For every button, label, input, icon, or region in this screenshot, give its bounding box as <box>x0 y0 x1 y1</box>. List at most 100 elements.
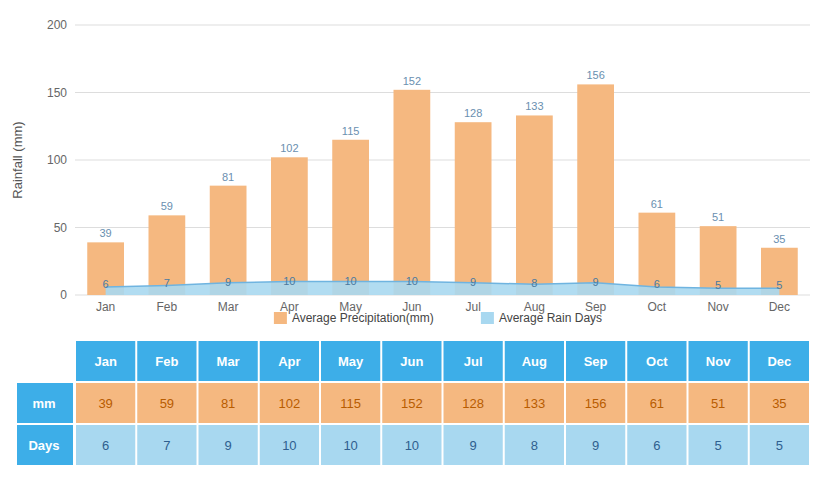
x-tick-label: Mar <box>218 300 239 314</box>
table-header-cell <box>321 341 380 381</box>
table-header-text: Mar <box>217 354 240 369</box>
bar <box>271 157 308 295</box>
table-cell-text: 7 <box>163 438 170 453</box>
table-cell-text: 10 <box>343 438 357 453</box>
table-header-text: Nov <box>706 354 731 369</box>
x-tick-label: Feb <box>157 300 178 314</box>
grid-line <box>75 160 810 161</box>
table-cell <box>382 425 441 465</box>
table-header-cell <box>260 341 319 381</box>
table-cell <box>199 383 258 423</box>
table-header-text: Jul <box>464 354 483 369</box>
bar-label: 152 <box>403 75 421 87</box>
table-cell-text: 9 <box>592 438 599 453</box>
table-header-cell <box>566 341 625 381</box>
table-cell-text: 10 <box>282 438 296 453</box>
legend-label: Average Rain Days <box>499 311 602 325</box>
table-cell <box>750 425 809 465</box>
area-label: 10 <box>283 275 295 287</box>
table-cell-text: 115 <box>340 396 361 411</box>
bar-label: 51 <box>712 211 724 223</box>
bar-label: 156 <box>586 69 604 81</box>
table-cell-text: 8 <box>531 438 538 453</box>
table-cell-text: 128 <box>462 396 484 411</box>
table-cell-text: 59 <box>160 396 174 411</box>
table-row-label-cell <box>17 383 73 423</box>
table-cell-text: 39 <box>98 396 112 411</box>
table-header-text: Feb <box>155 354 178 369</box>
bar-label: 35 <box>773 233 785 245</box>
table-header-cell <box>76 341 135 381</box>
area-label: 9 <box>593 276 599 288</box>
table-cell-text: 102 <box>279 396 301 411</box>
table-cell <box>137 425 196 465</box>
table-header-cell <box>689 341 748 381</box>
table-cell-text: 152 <box>401 396 423 411</box>
area-label: 6 <box>654 278 660 290</box>
table-cell <box>566 425 625 465</box>
x-tick-label: Oct <box>648 300 667 314</box>
x-tick-label: Nov <box>707 300 728 314</box>
area-label: 6 <box>103 278 109 290</box>
table-header-text: Dec <box>767 354 791 369</box>
table-cell-text: 51 <box>711 396 725 411</box>
bar <box>394 90 431 295</box>
table-header-text: Oct <box>646 354 668 369</box>
bar-label: 81 <box>222 171 234 183</box>
area-label: 10 <box>406 275 418 287</box>
table-cell-text: 81 <box>221 396 235 411</box>
table-header-cell <box>137 341 196 381</box>
legend-swatch <box>274 312 287 324</box>
bar-label: 39 <box>100 227 112 239</box>
table-header-cell <box>505 341 564 381</box>
table-cell <box>260 383 319 423</box>
grid-line <box>75 92 810 93</box>
table-cell-text: 61 <box>650 396 664 411</box>
table-cell <box>505 383 564 423</box>
plot-marks <box>87 84 798 295</box>
table-header-text: Aug <box>522 354 547 369</box>
table-cell <box>321 383 380 423</box>
bar-label: 102 <box>280 142 298 154</box>
table-row-label: mm <box>32 396 55 411</box>
table-cell-text: 10 <box>405 438 419 453</box>
table-cell-text: 9 <box>225 438 232 453</box>
y-tick-label: 0 <box>60 288 67 302</box>
table-cell <box>505 425 564 465</box>
bar-label: 128 <box>464 107 482 119</box>
table-cell-text: 156 <box>585 396 607 411</box>
table-cell <box>444 383 503 423</box>
area-label: 10 <box>345 275 357 287</box>
table-row-label: Days <box>28 438 59 453</box>
table-cell <box>76 383 135 423</box>
table-cell <box>689 425 748 465</box>
bar <box>332 140 369 295</box>
y-tick-label: 100 <box>47 153 67 167</box>
table-cell-text: 6 <box>102 438 109 453</box>
y-axis-label: Rainfall (mm) <box>10 121 25 198</box>
x-tick-label: Jan <box>96 300 115 314</box>
table-cell-text: 5 <box>715 438 722 453</box>
area-label: 5 <box>715 279 721 291</box>
table-header-text: Apr <box>278 354 300 369</box>
table-cell-text: 35 <box>772 396 786 411</box>
bar-label: 59 <box>161 200 173 212</box>
bar <box>516 115 553 295</box>
bar-label: 133 <box>525 100 543 112</box>
area-line <box>106 282 780 289</box>
legend: Average Precipitation(mm)Average Rain Da… <box>274 311 602 325</box>
area-label: 7 <box>164 277 170 289</box>
bar <box>700 226 737 295</box>
bar-label: 61 <box>651 198 663 210</box>
table-cell <box>750 383 809 423</box>
table-row-label-cell <box>17 425 73 465</box>
area <box>106 282 780 296</box>
table-header-cell <box>382 341 441 381</box>
table-cell-text: 6 <box>653 438 660 453</box>
grid-line <box>75 25 810 26</box>
table-cell <box>321 425 380 465</box>
table-cell <box>566 383 625 423</box>
table-header-text: Jun <box>400 354 423 369</box>
bar <box>639 213 676 295</box>
table-cell-text: 9 <box>470 438 477 453</box>
